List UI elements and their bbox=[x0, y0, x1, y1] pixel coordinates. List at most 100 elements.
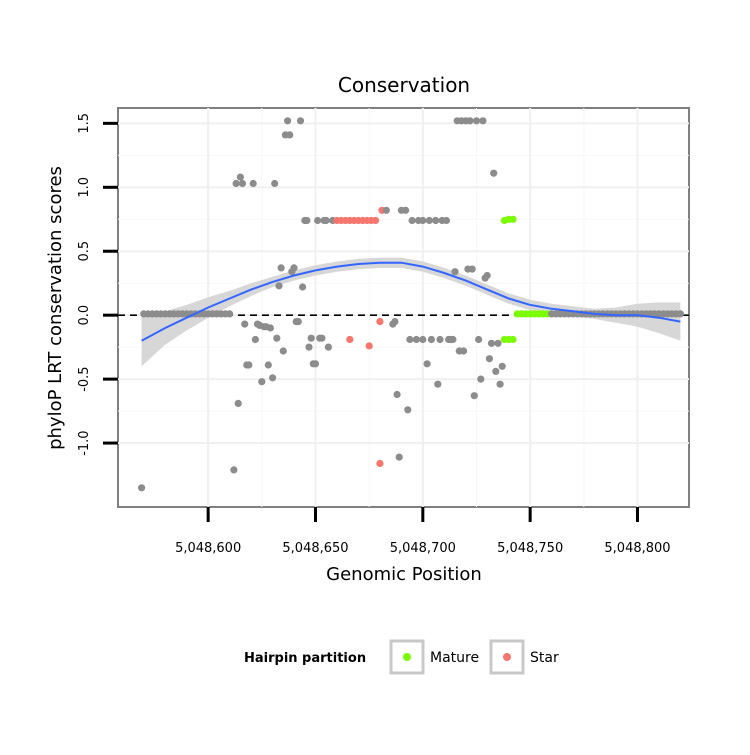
legend-swatch-star bbox=[503, 653, 511, 661]
data-point-unpartitioned bbox=[241, 320, 249, 328]
data-point-unpartitioned bbox=[412, 335, 420, 344]
data-point-unpartitioned bbox=[324, 343, 332, 351]
smooth-trend-line bbox=[141, 261, 681, 342]
data-point-unpartitioned bbox=[490, 169, 498, 177]
data-point-unpartitioned bbox=[299, 283, 307, 291]
data-point-unpartitioned bbox=[275, 282, 283, 290]
data-point-unpartitioned bbox=[138, 484, 146, 492]
data-point-star bbox=[372, 216, 380, 225]
x-tick-label: 5,048,600 bbox=[175, 541, 241, 556]
data-point-unpartitioned bbox=[277, 264, 285, 272]
data-point-unpartitioned bbox=[408, 216, 416, 225]
y-tick-label: 0.0 bbox=[77, 305, 92, 326]
y-tick-label: 1.0 bbox=[77, 177, 92, 198]
legend-label-star: Star bbox=[530, 650, 559, 666]
data-point-unpartitioned bbox=[382, 206, 390, 214]
data-point-unpartitioned bbox=[406, 335, 414, 344]
data-point-unpartitioned bbox=[487, 339, 496, 347]
data-point-unpartitioned bbox=[294, 318, 302, 326]
data-point-unpartitioned bbox=[249, 179, 257, 188]
data-point-unpartitioned bbox=[258, 378, 266, 386]
data-point-unpartitioned bbox=[470, 392, 478, 400]
data-point-unpartitioned bbox=[423, 360, 431, 368]
data-point-unpartitioned bbox=[492, 367, 500, 375]
data-point-unpartitioned bbox=[279, 347, 287, 355]
data-point-unpartitioned bbox=[451, 268, 459, 276]
data-point-unpartitioned bbox=[271, 179, 279, 188]
y-axis-label: phyloP LRT conservation scores bbox=[45, 166, 66, 450]
data-point-unpartitioned bbox=[483, 271, 491, 280]
data-point-unpartitioned bbox=[290, 264, 298, 272]
x-tick-label: 5,048,800 bbox=[604, 541, 670, 556]
data-point-unpartitioned bbox=[391, 318, 399, 326]
y-tick-label: 0.5 bbox=[77, 241, 92, 262]
data-point-unpartitioned bbox=[442, 216, 450, 225]
data-point-unpartitioned bbox=[472, 117, 481, 125]
x-axis-label: Genomic Position bbox=[326, 564, 482, 585]
data-point-unpartitioned bbox=[305, 343, 313, 351]
y-tick-label: -1.0 bbox=[77, 430, 92, 455]
data-point-unpartitioned bbox=[245, 361, 253, 369]
y-axis: -1.0 -0.5 0.0 0.5 1.0 1.5 bbox=[77, 113, 118, 456]
legend: Hairpin partition Mature Star bbox=[244, 639, 559, 675]
data-point-unpartitioned bbox=[296, 117, 305, 125]
data-point-unpartitioned bbox=[266, 324, 274, 332]
data-point-unpartitioned bbox=[393, 390, 401, 399]
data-point-unpartitioned bbox=[402, 206, 410, 214]
data-point-mature bbox=[509, 335, 517, 344]
data-point-unpartitioned bbox=[427, 335, 435, 344]
data-point-unpartitioned bbox=[425, 216, 433, 225]
data-point-unpartitioned bbox=[460, 347, 468, 355]
data-point-unpartitioned bbox=[251, 335, 259, 344]
data-point-unpartitioned bbox=[477, 375, 485, 383]
data-point-unpartitioned bbox=[284, 117, 292, 125]
y-tick-label: -0.5 bbox=[77, 366, 92, 391]
data-point-star bbox=[365, 342, 373, 350]
x-tick-label: 5,048,700 bbox=[390, 541, 456, 556]
legend-label-mature: Mature bbox=[430, 650, 479, 666]
data-point-unpartitioned bbox=[236, 173, 244, 181]
data-point-unpartitioned bbox=[232, 179, 240, 188]
data-point-unpartitioned bbox=[419, 216, 427, 225]
data-point-unpartitioned bbox=[485, 355, 493, 363]
data-point-unpartitioned bbox=[286, 131, 294, 139]
data-point-unpartitioned bbox=[479, 117, 487, 125]
data-point-unpartitioned bbox=[234, 399, 242, 407]
data-point-star bbox=[376, 318, 384, 326]
data-point-unpartitioned bbox=[226, 310, 234, 318]
data-point-unpartitioned bbox=[264, 361, 272, 369]
data-point-unpartitioned bbox=[434, 380, 442, 388]
data-point-unpartitioned bbox=[466, 117, 474, 125]
data-point-unpartitioned bbox=[303, 216, 311, 225]
data-point-unpartitioned bbox=[676, 310, 685, 318]
legend-title: Hairpin partition bbox=[244, 651, 366, 666]
chart-title: Conservation bbox=[338, 73, 470, 97]
data-point-unpartitioned bbox=[230, 466, 238, 474]
data-point-unpartitioned bbox=[273, 334, 281, 342]
x-axis: 5,048,600 5,048,650 5,048,700 5,048,750 5,04… bbox=[175, 507, 671, 556]
data-point-unpartitioned bbox=[314, 216, 322, 225]
data-point-unpartitioned bbox=[436, 335, 444, 344]
data-point-mature bbox=[509, 215, 517, 223]
data-point-unpartitioned bbox=[404, 406, 412, 414]
data-point-unpartitioned bbox=[449, 335, 457, 344]
data-point-star bbox=[376, 459, 384, 468]
data-point-unpartitioned bbox=[419, 335, 427, 344]
data-point-star bbox=[346, 335, 354, 344]
data-point-unpartitioned bbox=[238, 179, 247, 188]
data-point-unpartitioned bbox=[322, 216, 330, 225]
data-point-unpartitioned bbox=[269, 374, 277, 382]
data-point-unpartitioned bbox=[311, 360, 320, 368]
data-point-unpartitioned bbox=[494, 339, 502, 347]
data-point-unpartitioned bbox=[395, 453, 403, 461]
legend-swatch-mature bbox=[403, 653, 411, 661]
data-point-unpartitioned bbox=[475, 335, 483, 344]
data-point-unpartitioned bbox=[432, 216, 440, 225]
y-tick-label: 1.5 bbox=[77, 113, 92, 134]
data-point-unpartitioned bbox=[318, 334, 326, 342]
data-point-unpartitioned bbox=[498, 362, 506, 370]
data-point-unpartitioned bbox=[307, 334, 315, 342]
x-tick-label: 5,048,650 bbox=[282, 541, 348, 556]
